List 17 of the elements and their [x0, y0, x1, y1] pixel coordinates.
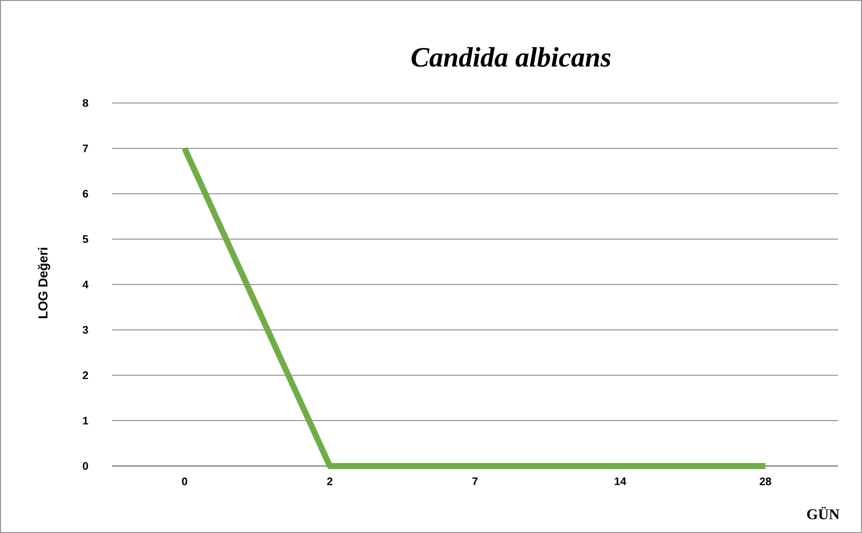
x-tick-label: 14 [614, 478, 626, 486]
y-tick-label: 0 [82, 462, 88, 470]
x-tick-label: 28 [760, 478, 772, 486]
y-tick-label: 8 [82, 99, 88, 107]
y-axis-title: LOG Değeri [38, 248, 50, 318]
x-axis-title: GÜN [807, 506, 840, 520]
y-tick-label: 1 [83, 416, 88, 424]
y-tick-label: 4 [82, 280, 88, 288]
x-tick-label: 7 [472, 478, 478, 486]
y-tick-label: 2 [82, 371, 88, 380]
chart-title: Candida albicans [412, 47, 611, 67]
x-tick-label: 0 [182, 478, 188, 486]
x-tick-label: 2 [327, 478, 332, 486]
y-tick-label: 6 [82, 190, 88, 198]
y-tick-label: 3 [82, 326, 88, 334]
y-tick-label: 7 [82, 144, 88, 152]
y-tick-label: 5 [82, 235, 88, 243]
